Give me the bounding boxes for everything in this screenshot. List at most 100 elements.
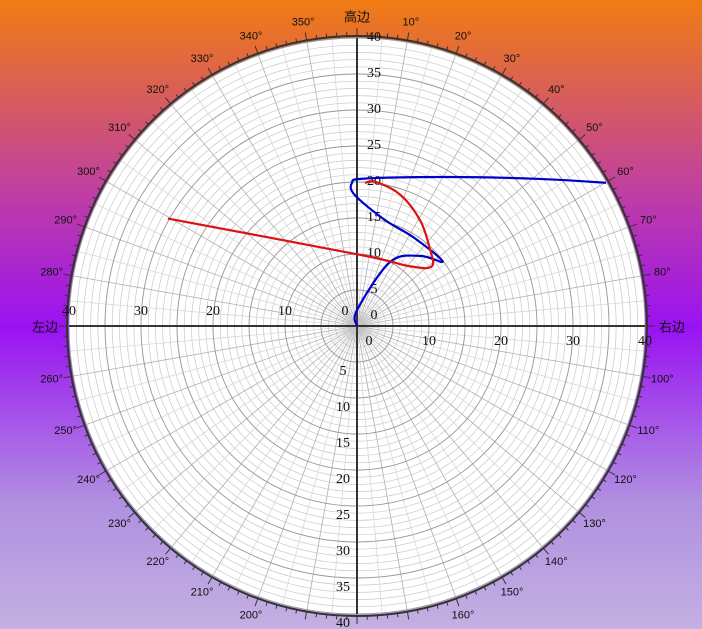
ring-tick — [315, 613, 318, 618]
ring-tick — [65, 365, 70, 368]
ring-tick — [207, 576, 213, 585]
ring-tick — [118, 152, 123, 156]
ring-tick — [98, 176, 107, 182]
angle-tick-label: 50° — [586, 122, 603, 134]
ring-tick — [71, 395, 76, 398]
ring-tick — [572, 128, 576, 133]
ring-tick — [76, 424, 85, 429]
ring-tick — [483, 61, 487, 66]
ring-tick — [192, 81, 196, 86]
ring-tick — [304, 32, 308, 41]
ring-tick — [629, 223, 638, 228]
r-tick-label: 20 — [494, 334, 508, 349]
ring-tick — [510, 76, 514, 81]
ring-tick — [145, 121, 149, 125]
ring-tick — [617, 196, 622, 200]
ring-tick — [227, 586, 231, 591]
ring-tick — [621, 205, 626, 209]
ring-tick — [607, 176, 616, 182]
ring-tick — [227, 61, 231, 66]
axis-label-right: 右边 — [659, 319, 685, 334]
ring-tick — [416, 38, 419, 43]
r-tick-label: 35 — [367, 66, 381, 81]
angle-tick-label: 160° — [452, 609, 475, 621]
ring-tick — [275, 43, 278, 48]
ring-tick — [492, 66, 496, 71]
ring-tick — [565, 121, 569, 125]
ring-tick — [617, 452, 622, 456]
ring-tick — [602, 479, 607, 483]
ring-tick — [638, 395, 643, 398]
ring-tick — [74, 405, 79, 408]
angle-tick-label: 60° — [617, 166, 634, 178]
ring-tick — [159, 107, 164, 111]
ring-tick — [295, 609, 298, 614]
ring-tick — [145, 527, 149, 531]
ring-tick — [98, 470, 107, 476]
angle-tick-label: 310° — [108, 122, 131, 134]
ring-tick — [183, 87, 187, 92]
r-tick-label: 10 — [422, 334, 436, 349]
ring-tick — [254, 45, 259, 54]
ring-tick — [632, 415, 637, 418]
angle-tick-label: 140° — [545, 556, 568, 568]
ring-tick — [465, 53, 468, 58]
ring-tick — [125, 144, 129, 148]
r-tick-label: 25 — [367, 138, 381, 153]
ring-tick — [543, 97, 549, 105]
angle-tick-label: 100° — [651, 373, 674, 385]
ring-tick — [501, 576, 507, 585]
angle-tick-label: 350° — [292, 17, 315, 29]
angle-tick-label: 210° — [191, 587, 214, 599]
ring-tick — [416, 609, 419, 614]
ring-tick — [200, 76, 204, 81]
ring-tick — [510, 571, 514, 576]
ring-tick — [446, 46, 449, 51]
ring-tick — [527, 87, 531, 92]
ring-tick — [295, 38, 298, 43]
ring-tick — [426, 40, 429, 45]
r-tick-label: 5 — [371, 282, 378, 297]
ring-tick — [518, 566, 522, 571]
ring-tick — [607, 470, 616, 476]
ring-tick — [602, 169, 607, 173]
ring-tick — [632, 234, 637, 237]
angle-tick-label: 80° — [654, 266, 671, 278]
ring-tick — [591, 152, 596, 156]
ring-tick — [585, 504, 589, 508]
ring-tick — [285, 40, 288, 45]
ring-tick — [436, 43, 439, 48]
ring-tick — [125, 504, 129, 508]
r-tick-label: 30 — [134, 304, 148, 319]
ring-tick — [128, 134, 136, 140]
r-tick-label: 10 — [336, 400, 350, 415]
r-tick-label: 0 — [371, 308, 378, 323]
ring-tick — [84, 434, 89, 437]
ring-tick — [138, 128, 142, 133]
ring-tick — [236, 590, 240, 595]
ring-tick — [246, 53, 249, 58]
ring-tick — [642, 375, 651, 379]
r-tick-label: 20 — [206, 304, 220, 319]
r-tick-label: 40 — [367, 30, 381, 45]
ring-tick — [585, 144, 589, 148]
angle-tick-label: 30° — [504, 53, 521, 65]
ring-tick — [165, 97, 171, 105]
r-tick-label: 30 — [367, 102, 381, 117]
ring-tick — [474, 590, 478, 595]
ring-tick — [644, 284, 649, 287]
ring-tick — [558, 114, 562, 118]
ring-tick — [406, 611, 410, 620]
series-line — [167, 179, 435, 270]
r-tick-label: 0 — [366, 334, 373, 349]
ring-tick — [501, 67, 507, 76]
ring-tick — [138, 519, 142, 524]
angle-tick-label: 240° — [77, 474, 100, 486]
ring-tick — [152, 114, 156, 118]
angle-tick-label: 280° — [40, 266, 63, 278]
angle-tick-label: 330° — [191, 53, 214, 65]
ring-tick — [446, 601, 449, 606]
angle-tick-label: 200° — [240, 609, 263, 621]
angle-tick-label: 320° — [146, 84, 169, 96]
